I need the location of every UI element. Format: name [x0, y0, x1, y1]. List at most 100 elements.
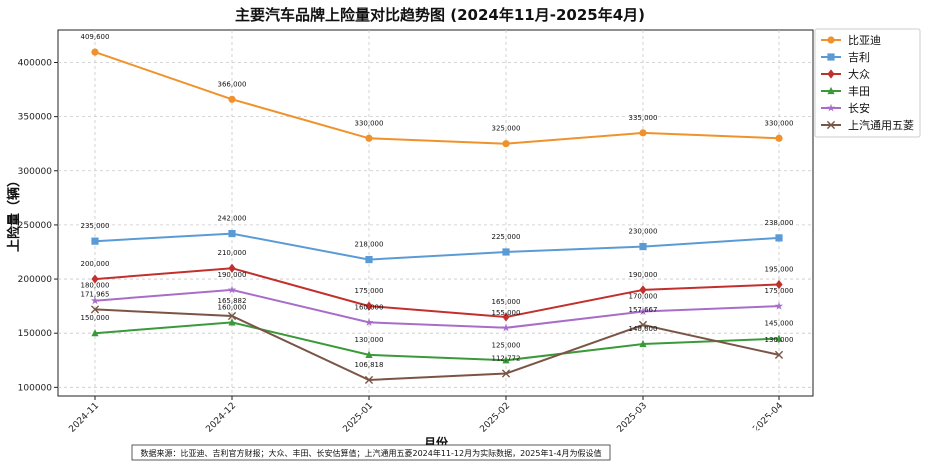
data-labels: 409,600 366,000 330,000 325,000 335,000 330,0… [81, 33, 794, 369]
data-label: 238,000 [765, 219, 794, 227]
data-point [639, 242, 647, 251]
data-point [91, 329, 99, 337]
data-point [502, 356, 510, 364]
data-point [91, 237, 99, 245]
data-label: 125,000 [492, 341, 521, 349]
data-label: 218,000 [355, 241, 384, 249]
data-label: 165,000 [492, 298, 521, 306]
y-axis-label: 上险量（辆） [6, 174, 22, 252]
y-tick-label: 350000 [18, 113, 53, 123]
y-tick-label: 200000 [18, 275, 53, 285]
data-label: 242,000 [218, 215, 247, 223]
data-label: 235,000 [81, 222, 110, 230]
data-point [365, 350, 373, 358]
data-label: 130,000 [355, 336, 384, 344]
data-point [228, 95, 236, 103]
data-point [90, 296, 100, 305]
data-label: 157,667 [629, 306, 658, 314]
legend-marker [826, 103, 836, 112]
data-label: 160,000 [355, 303, 384, 311]
data-point [365, 301, 373, 311]
data-label: 190,000 [629, 271, 658, 279]
data-label: 225,000 [492, 233, 521, 241]
data-label: 171,965 [81, 290, 110, 298]
chart-title: 主要汽车品牌上险量对比趋势图 (2024年11月-2025年4月) [235, 6, 645, 24]
data-point [365, 255, 373, 264]
legend-label: 大众 [848, 67, 870, 81]
y-tick-label: 250000 [18, 221, 53, 231]
data-label: 330,000 [765, 119, 794, 127]
legend-marker [827, 53, 835, 61]
y-tick-label: 100000 [18, 383, 53, 393]
data-label: 366,000 [218, 80, 247, 88]
legend-marker [827, 69, 835, 79]
series-line [94, 232, 780, 261]
series-line [94, 288, 780, 329]
series-line [94, 51, 780, 145]
data-point [639, 129, 647, 137]
data-point [227, 285, 237, 294]
data-point [639, 339, 647, 348]
legend-label: 比亚迪 [848, 34, 881, 47]
data-label: 330,000 [355, 119, 384, 127]
data-label: 160,000 [218, 303, 247, 311]
data-point [501, 369, 511, 378]
data-point [91, 274, 99, 284]
data-label: 325,000 [492, 125, 521, 133]
legend-marker-stroke [826, 120, 836, 130]
legend-label: 上汽通用五菱 [848, 118, 914, 132]
y-tick-label: 400000 [18, 58, 53, 68]
data-point-stroke [90, 305, 100, 314]
data-label: 170,000 [629, 293, 658, 301]
data-label: 106,818 [355, 361, 384, 369]
data-point [228, 263, 236, 273]
data-label: 165,882 [218, 297, 247, 305]
data-point-stroke [501, 369, 511, 378]
data-label: 145,000 [765, 320, 794, 328]
data-point [90, 305, 100, 314]
data-label: 335,000 [629, 114, 658, 122]
data-point [775, 234, 783, 242]
data-point [775, 334, 783, 342]
data-label: 230,000 [629, 228, 658, 236]
data-point [227, 311, 237, 321]
series-line [94, 267, 780, 319]
data-label: 180,000 [81, 282, 110, 290]
data-point [364, 375, 374, 385]
data-point-stroke [774, 350, 784, 359]
legend-marker [826, 120, 836, 130]
legend-label: 长安 [848, 101, 870, 115]
data-point [228, 318, 236, 326]
data-point [228, 229, 236, 238]
legend-label: 吉利 [848, 51, 870, 64]
data-label: 175,000 [765, 287, 794, 295]
data-point-stroke [638, 320, 648, 329]
data-source-note: 数据来源：比亚迪、吉利官方财报；大众、丰田、长安估算值；上汽通用五菱2024年1… [140, 448, 601, 458]
data-point [502, 140, 510, 148]
legend-label: 丰田 [848, 85, 870, 98]
data-point [364, 317, 374, 326]
legend-marker [827, 36, 835, 44]
data-label: 409,600 [81, 33, 110, 41]
data-point [502, 248, 510, 256]
data-point [638, 307, 648, 316]
data-label: 155,000 [492, 309, 521, 317]
data-label: 112,772 [492, 355, 521, 363]
data-point [774, 301, 784, 310]
legend-marker [827, 86, 835, 95]
data-point [774, 350, 784, 359]
data-label: 130,000 [765, 336, 794, 344]
data-label: 150,000 [81, 314, 110, 322]
watermark: 公众号 · LAOSIJIBJSH [673, 413, 871, 437]
series-line [94, 308, 780, 382]
y-tick-label: 300000 [18, 167, 53, 177]
data-point [501, 323, 511, 332]
data-point-stroke [364, 375, 374, 385]
data-point [775, 279, 783, 290]
legend-box [814, 28, 921, 138]
data-point-stroke [227, 311, 237, 321]
footnote-box [131, 444, 611, 461]
